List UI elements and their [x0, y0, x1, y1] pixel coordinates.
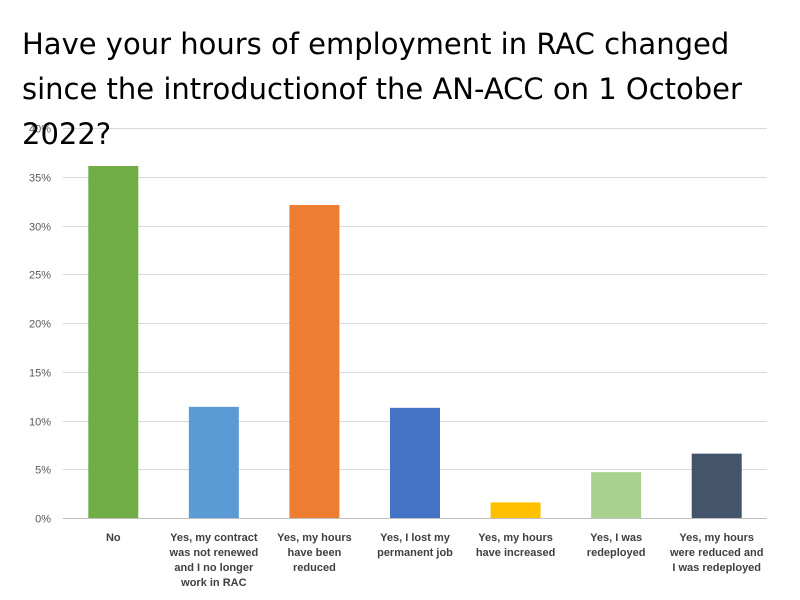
x-category-label-line: was not renewed: [169, 547, 259, 559]
x-category-label-line: Yes, I was: [590, 532, 642, 544]
x-category-label: Yes, my hours have been reduced: [277, 532, 352, 574]
bar: [691, 453, 742, 518]
x-category-label-line: reduced: [293, 562, 336, 574]
x-axis-labels: No Yes, my contract was not renewed and I n…: [106, 532, 764, 589]
gridlines: [63, 128, 767, 519]
y-tick-label: 10%: [29, 417, 51, 429]
y-tick-label: 35%: [29, 173, 51, 185]
bar: [490, 502, 541, 518]
x-category-label-line: were reduced and: [669, 547, 764, 559]
bar: [591, 472, 642, 518]
x-category-label-line: and I no longer: [174, 562, 254, 574]
x-category-label-line: permanent job: [377, 547, 453, 559]
y-tick-label: 25%: [29, 270, 51, 282]
y-axis-ticks: 0% 5% 10% 15% 20% 25% 30% 35% 40%: [29, 124, 51, 526]
bar: [188, 406, 239, 518]
x-category-label-line: have increased: [476, 547, 556, 559]
chart-title: Have your hours of employment in RAC cha…: [22, 27, 742, 151]
x-category-label-line: No: [106, 532, 121, 544]
x-category-label-line: Yes, my hours: [277, 532, 352, 544]
y-tick-label: 20%: [29, 319, 51, 331]
x-category-label: Yes, I was redeployed: [587, 532, 646, 559]
x-category-label: No: [106, 532, 121, 544]
x-category-label-line: work in RAC: [180, 577, 246, 589]
y-tick-label: 0%: [35, 514, 51, 526]
bar: [390, 407, 440, 518]
y-tick-label: 30%: [29, 222, 51, 234]
x-category-label-line: Yes, my hours: [679, 532, 754, 544]
bar: [289, 205, 340, 518]
y-tick-label: 15%: [29, 368, 51, 380]
x-category-label-line: have been: [288, 547, 342, 559]
x-category-label-line: redeployed: [587, 547, 646, 559]
x-category-label: Yes, my contract was not renewed and I no …: [169, 532, 259, 589]
x-category-label-line: I was redeployed: [672, 562, 761, 574]
bar: [88, 166, 139, 518]
x-category-label: Yes, my hours have increased: [476, 532, 556, 559]
x-category-label: Yes, I lost my permanent job: [377, 532, 453, 559]
x-category-label-line: Yes, my contract: [170, 532, 258, 544]
bars: [88, 166, 742, 518]
x-category-label-line: Yes, I lost my: [380, 532, 451, 544]
x-category-label: Yes, my hours were reduced and I was redep…: [669, 532, 764, 574]
x-category-label-line: Yes, my hours: [478, 532, 553, 544]
y-tick-label: 40%: [29, 124, 51, 136]
y-tick-label: 5%: [35, 465, 51, 477]
